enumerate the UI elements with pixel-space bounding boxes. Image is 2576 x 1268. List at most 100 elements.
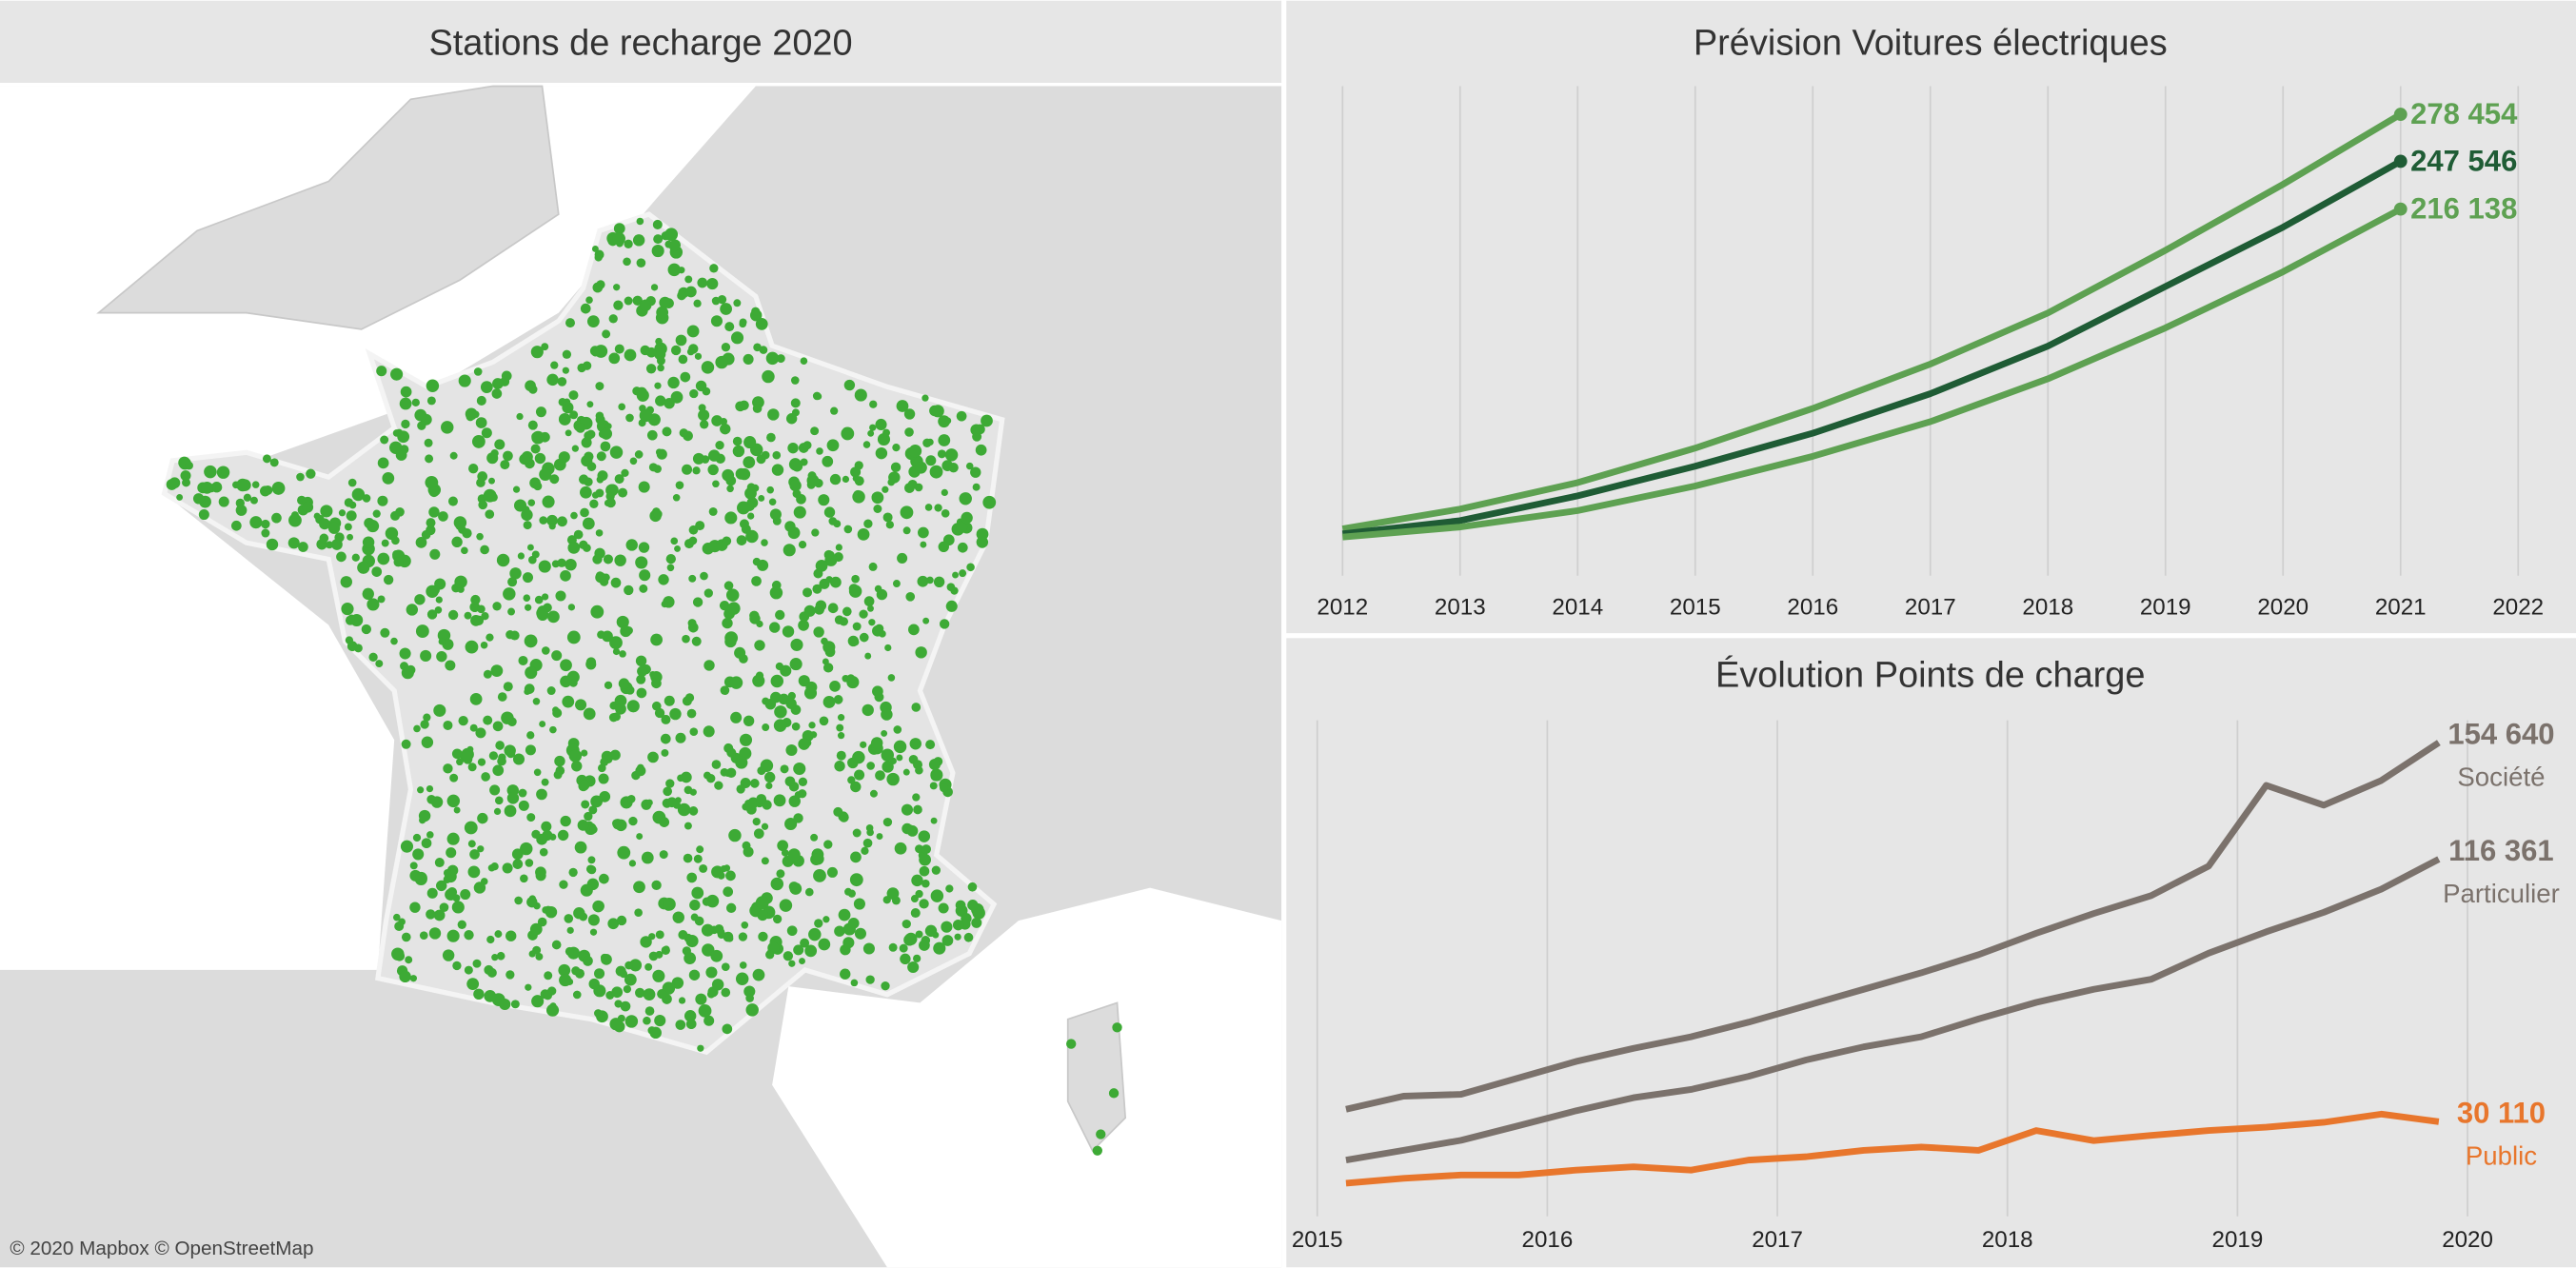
- station-dot: [485, 633, 494, 642]
- station-dot: [180, 470, 191, 482]
- station-dot: [426, 909, 436, 920]
- station-dot: [336, 551, 347, 563]
- station-dot: [416, 786, 425, 794]
- station-dot: [669, 707, 682, 721]
- station-dot: [722, 468, 735, 482]
- station-dot: [720, 864, 727, 873]
- station-dot: [798, 619, 809, 631]
- station-dot: [675, 732, 686, 743]
- station-dot: [666, 564, 675, 572]
- station-dot: [828, 517, 838, 525]
- station-dot: [813, 568, 823, 579]
- station-dot: [810, 426, 820, 436]
- x-tick-label: 2017: [1752, 1227, 1803, 1253]
- station-dot: [505, 970, 515, 980]
- station-dot: [745, 994, 754, 1002]
- station-dot: [218, 496, 229, 507]
- station-dot: [651, 244, 664, 258]
- station-dot: [477, 471, 488, 482]
- station-dot: [539, 847, 548, 857]
- station-dot: [833, 695, 843, 704]
- station-dot: [376, 366, 387, 377]
- station-dot: [527, 420, 538, 430]
- station-dot: [653, 509, 663, 519]
- station-dot: [381, 539, 389, 547]
- station-dot: [604, 423, 612, 430]
- station-dot: [451, 748, 463, 760]
- station-dot: [961, 511, 973, 525]
- station-dot: [929, 782, 938, 790]
- station-dot: [640, 299, 652, 311]
- station-dot: [346, 510, 357, 522]
- x-tick-label: 2016: [1787, 595, 1838, 621]
- end-point: [2393, 108, 2408, 121]
- station-dot: [763, 771, 776, 783]
- station-dot: [477, 604, 485, 614]
- station-dot: [725, 588, 740, 602]
- station-dot: [400, 386, 412, 398]
- station-dot: [721, 343, 731, 352]
- station-dot: [434, 858, 445, 868]
- station-dot: [198, 509, 209, 521]
- station-dot: [875, 770, 885, 781]
- station-dot: [814, 919, 823, 928]
- station-dot: [417, 421, 426, 430]
- station-dot: [863, 519, 873, 528]
- station-dot: [481, 772, 490, 782]
- station-dot: [722, 617, 733, 629]
- station-dot: [667, 263, 681, 277]
- station-dot: [694, 916, 704, 926]
- station-dot: [669, 239, 681, 251]
- station-dot: [675, 481, 684, 489]
- station-dot: [751, 576, 762, 586]
- station-dot: [715, 441, 724, 450]
- station-dot: [685, 1019, 697, 1030]
- station-dot: [714, 781, 723, 790]
- station-dot: [546, 514, 558, 526]
- station-dot: [692, 466, 701, 475]
- station-dot: [290, 511, 299, 520]
- station-dot: [859, 632, 869, 643]
- station-dot: [429, 548, 441, 560]
- station-dot: [643, 988, 656, 1001]
- station-dot: [663, 897, 676, 911]
- station-dot: [436, 650, 447, 663]
- station-dot: [888, 942, 898, 952]
- station-dot: [798, 777, 808, 786]
- station-dot: [526, 813, 536, 822]
- station-dot: [592, 554, 603, 565]
- station-dot: [469, 723, 478, 732]
- station-dot: [792, 489, 802, 499]
- station-dot: [458, 374, 471, 387]
- station-dot: [262, 454, 271, 464]
- station-dot: [782, 625, 795, 638]
- station-dot: [580, 485, 592, 499]
- station-dot: [695, 993, 707, 1005]
- station-dot: [866, 828, 874, 837]
- station-dot: [453, 806, 461, 814]
- station-dot: [755, 671, 764, 680]
- station-dot: [438, 638, 446, 645]
- station-dot: [897, 552, 908, 564]
- station-dot: [971, 917, 982, 928]
- station-dot: [467, 763, 477, 772]
- series-line: [1341, 158, 2403, 538]
- station-dot: [575, 699, 587, 711]
- station-dot: [697, 277, 708, 288]
- station-dot: [822, 455, 834, 467]
- station-dot: [464, 929, 474, 941]
- station-dot: [616, 915, 627, 926]
- station-dot: [648, 463, 658, 472]
- station-dot: [500, 460, 510, 470]
- station-dot: [520, 842, 533, 856]
- station-dot: [847, 889, 856, 898]
- station-dot: [201, 482, 213, 494]
- station-dot: [558, 963, 571, 977]
- station-dot: [793, 813, 803, 823]
- station-dot: [784, 521, 796, 532]
- station-dot: [701, 361, 715, 374]
- station-dot: [655, 950, 664, 959]
- station-dot: [603, 554, 613, 565]
- station-dot: [549, 725, 557, 734]
